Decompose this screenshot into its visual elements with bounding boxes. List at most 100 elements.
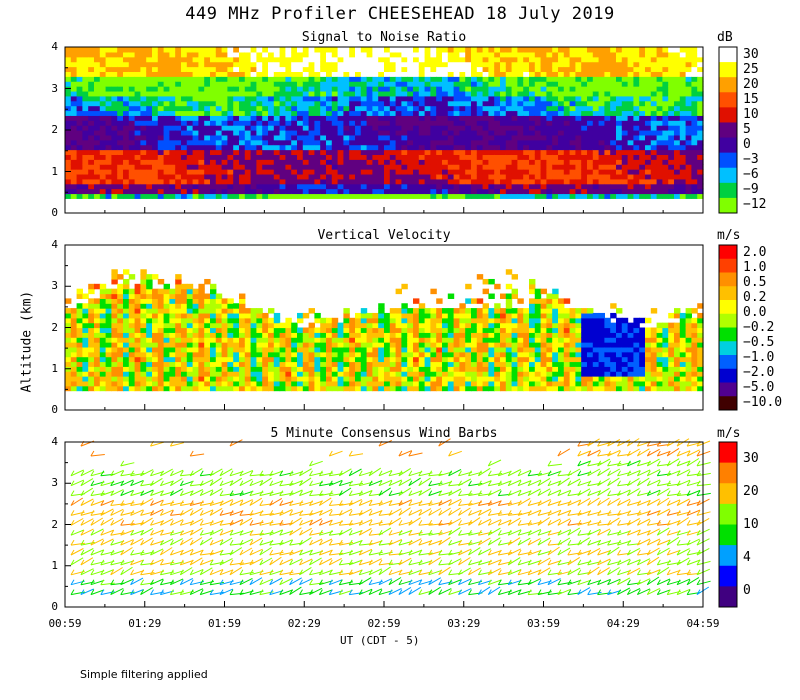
heatmap-cell	[633, 71, 640, 77]
heatmap-cell	[343, 193, 350, 199]
heatmap-cell	[326, 342, 333, 348]
heatmap-cell	[413, 125, 420, 131]
heatmap-cell	[355, 56, 362, 63]
heatmap-cell	[204, 130, 211, 136]
heatmap-cell	[529, 288, 536, 295]
heatmap-cell	[662, 139, 669, 146]
heatmap-cell	[302, 376, 310, 382]
heatmap-cell	[105, 90, 112, 97]
heatmap-cell	[88, 322, 95, 329]
heatmap-cell	[123, 51, 130, 58]
heatmap-cell	[291, 100, 298, 107]
heatmap-cell	[645, 66, 652, 73]
heatmap-cell	[94, 346, 101, 353]
heatmap-cell	[88, 66, 95, 73]
heatmap-cell	[389, 149, 397, 156]
heatmap-cell	[169, 317, 176, 324]
heatmap-cell	[297, 366, 304, 372]
heatmap-cell	[285, 100, 292, 107]
heatmap-cell	[140, 337, 147, 343]
heatmap-cell	[210, 322, 217, 329]
heatmap-cell	[517, 139, 524, 146]
heatmap-cell	[662, 154, 669, 160]
heatmap-cell	[326, 337, 333, 343]
heatmap-cell	[291, 342, 298, 348]
heatmap-cell	[256, 95, 263, 102]
heatmap-cell	[546, 154, 553, 160]
heatmap-cell	[552, 154, 559, 160]
heatmap-cell	[378, 351, 385, 358]
heatmap-cell	[94, 76, 101, 82]
heatmap-cell	[563, 159, 571, 165]
heatmap-cell	[157, 356, 165, 363]
heatmap-cell	[592, 134, 600, 141]
heatmap-cell	[639, 193, 646, 199]
heatmap-cell	[465, 376, 472, 382]
heatmap-cell	[297, 154, 304, 160]
heatmap-cell	[552, 115, 559, 121]
heatmap-cell	[482, 76, 489, 82]
heatmap-cell	[308, 149, 315, 156]
heatmap-cell	[355, 361, 362, 367]
heatmap-cell	[146, 125, 153, 131]
heatmap-cell	[215, 61, 223, 68]
heatmap-cell	[366, 144, 373, 151]
heatmap-cell	[372, 51, 379, 58]
heatmap-cell	[645, 149, 652, 156]
heatmap-cell	[529, 173, 536, 180]
heatmap-cell	[227, 115, 234, 121]
heatmap-cell	[558, 71, 565, 77]
heatmap-cell	[320, 183, 327, 190]
heatmap-cell	[186, 90, 194, 97]
heatmap-cell	[436, 144, 443, 151]
heatmap-cell	[262, 346, 269, 353]
heatmap-cell	[685, 110, 692, 116]
heatmap-cell	[534, 100, 542, 107]
heatmap-cell	[482, 71, 489, 77]
heatmap-cell	[592, 154, 600, 160]
heatmap-cell	[76, 86, 83, 92]
heatmap-cell	[157, 342, 165, 348]
heatmap-cell	[401, 134, 408, 141]
heatmap-cell	[494, 356, 501, 363]
heatmap-cell	[633, 144, 640, 151]
heatmap-cell	[384, 317, 391, 324]
heatmap-cell	[326, 139, 333, 146]
heatmap-cell	[645, 56, 652, 63]
heatmap-cell	[407, 105, 414, 112]
heatmap-cell	[157, 183, 165, 190]
heatmap-cell	[198, 130, 205, 136]
heatmap-cell	[552, 169, 559, 175]
heatmap-cell	[355, 149, 362, 156]
heatmap-cell	[210, 115, 217, 121]
heatmap-cell	[198, 61, 205, 68]
heatmap-cell	[117, 346, 124, 353]
heatmap-cell	[430, 71, 437, 77]
heatmap-cell	[378, 322, 385, 329]
heatmap-cell	[645, 139, 652, 146]
heatmap-cell	[471, 47, 478, 53]
heatmap-cell	[598, 154, 605, 160]
heatmap-cell	[146, 95, 153, 102]
heatmap-cell	[645, 178, 652, 185]
heatmap-cell	[511, 154, 518, 160]
heatmap-cell	[656, 188, 663, 195]
heatmap-cell	[204, 188, 211, 195]
heatmap-cell	[279, 130, 286, 136]
heatmap-cell	[227, 351, 234, 358]
heatmap-cell	[204, 327, 211, 333]
heatmap-cell	[111, 356, 118, 363]
heatmap-cell	[314, 115, 321, 121]
heatmap-cell	[500, 356, 507, 363]
heatmap-cell	[627, 164, 634, 170]
heatmap-cell	[215, 293, 223, 299]
heatmap-cell	[581, 61, 588, 68]
heatmap-cell	[227, 120, 234, 126]
heatmap-cell	[430, 105, 437, 112]
heatmap-cell	[186, 61, 194, 68]
heatmap-cell	[465, 61, 472, 68]
heatmap-cell	[256, 47, 263, 53]
heatmap-cell	[355, 351, 362, 358]
heatmap-cell	[65, 312, 72, 319]
colorbar-swatch	[719, 167, 737, 184]
